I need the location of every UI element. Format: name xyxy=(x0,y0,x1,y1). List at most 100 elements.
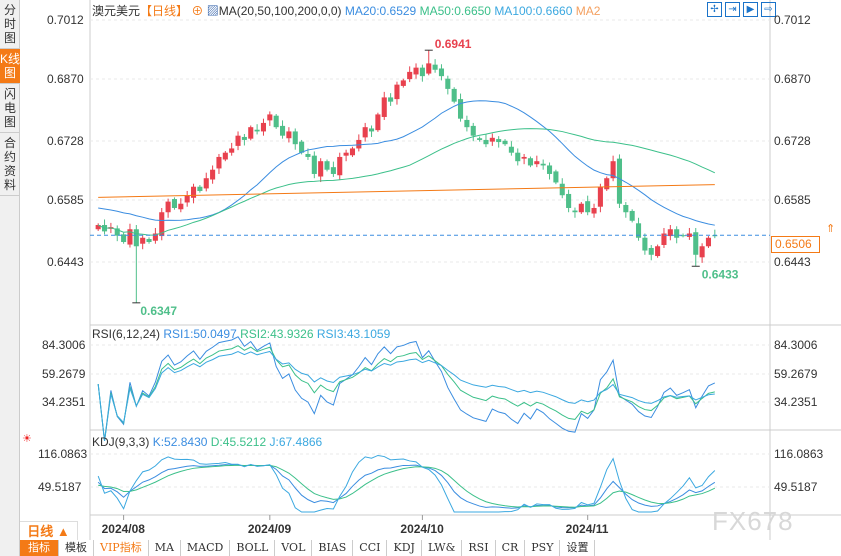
indicator-tab-7[interactable]: BIAS xyxy=(312,540,354,556)
candle-body xyxy=(337,156,343,176)
ma100-value: MA100:0.6660 xyxy=(494,4,573,18)
candle-body xyxy=(623,205,629,213)
indicator-tab-8[interactable]: CCI xyxy=(353,540,388,556)
ma2-value: MA2 xyxy=(575,4,601,18)
kdj-axis-right: 116.0863 xyxy=(774,447,824,461)
crosshair-icon[interactable]: ✢ xyxy=(707,2,722,17)
candle-body xyxy=(629,210,635,221)
candle-body xyxy=(578,203,584,213)
candle-body xyxy=(648,247,654,255)
candle-body xyxy=(121,234,127,243)
period-selector[interactable]: 日线 ▲ xyxy=(20,521,78,540)
price-axis-right: 0.6870 xyxy=(774,72,811,86)
candle-body xyxy=(445,78,451,89)
candle-body xyxy=(318,161,324,177)
ma50-line xyxy=(97,128,716,236)
candle-body xyxy=(362,127,368,138)
rsi3-line xyxy=(97,350,715,442)
price-up-arrow-icon: ⇑ xyxy=(826,223,835,235)
candle-body xyxy=(667,229,673,237)
sidebar-tab-2[interactable]: 闪电图 xyxy=(0,84,20,133)
kdj-j-line xyxy=(97,454,716,513)
indicator-tab-14[interactable]: 设置 xyxy=(560,540,596,556)
zoom-in-icon[interactable]: ⇥ xyxy=(725,2,740,17)
candle-body xyxy=(515,152,521,162)
sidebar-tab-3[interactable]: 合约资料 xyxy=(0,133,20,196)
indicator-tab-9[interactable]: KDJ xyxy=(387,540,422,556)
indicator-tabs: 指标 模板 VIP指标 MA MACD BOLL VOL BIAS CCI KDJ LW& RSI CR… xyxy=(20,540,596,556)
current-price-label: 0.6506 xyxy=(771,236,820,253)
indicator-tab-13[interactable]: PSY xyxy=(525,540,561,556)
candle-body xyxy=(502,140,508,145)
indicator-tab-4[interactable]: MACD xyxy=(180,540,231,556)
candle-body xyxy=(591,207,597,214)
symbol-name: 澳元美元 xyxy=(92,4,141,18)
indicator-tab-6[interactable]: VOL xyxy=(275,540,313,556)
rsi-axis-right: 34.2351 xyxy=(774,395,818,409)
indicator-chart-icon[interactable]: ▨ xyxy=(206,4,219,18)
candle-body xyxy=(178,203,184,210)
candle-body xyxy=(407,71,413,80)
ma20-line xyxy=(98,100,715,226)
ma-label: MA(20,50,100,200,0,0) xyxy=(218,4,342,18)
add-icon[interactable]: ⊕ xyxy=(191,4,204,18)
candle-body xyxy=(375,114,381,131)
play-icon[interactable]: ▶ xyxy=(743,2,758,17)
candle-body xyxy=(210,169,216,180)
price-axis-left: 0.7012 xyxy=(47,13,84,27)
chart-legend: 澳元美元【日线】 ⊕ ▨MA(20,50,100,200,0,0) MA20:0… xyxy=(92,2,600,19)
kdj-legend: KDJ(9,3,3) K:52.8430 D:45.5212 J:67.4866 xyxy=(92,435,322,449)
candle-body xyxy=(394,84,400,100)
goto-end-icon[interactable]: ⇨ xyxy=(761,2,776,17)
kdj-d-value: D:45.5212 xyxy=(210,435,267,449)
candle-body xyxy=(267,114,273,121)
date-label: 2024/08 xyxy=(101,522,145,536)
rsi2-value: RSI2:43.9326 xyxy=(240,327,314,341)
candle-body xyxy=(546,165,553,174)
candle-body xyxy=(235,135,241,146)
indicator-tab-1[interactable]: 模板 xyxy=(59,540,94,556)
candle-body xyxy=(540,163,546,166)
candle-body xyxy=(286,131,292,139)
candle-body xyxy=(572,210,578,213)
candle-body xyxy=(388,97,394,102)
settings-sun-icon[interactable]: ☀ xyxy=(22,433,32,445)
sidebar-tab-0[interactable]: 分时图 xyxy=(0,0,20,49)
candle-body xyxy=(483,139,489,145)
rsi1-line xyxy=(97,336,716,442)
indicator-tab-11[interactable]: RSI xyxy=(462,540,496,556)
date-label: 2024/11 xyxy=(565,522,609,536)
rsi-axis-left: 34.2351 xyxy=(42,395,86,409)
indicator-tab-2[interactable]: VIP指标 xyxy=(94,540,149,556)
ma20-value: MA20:0.6529 xyxy=(344,4,417,18)
sidebar-tab-1[interactable]: K线图 xyxy=(0,49,20,84)
candle-body xyxy=(426,63,432,74)
candle-body xyxy=(642,237,648,251)
kdj-j-value: J:67.4866 xyxy=(269,435,323,449)
candle-body xyxy=(311,155,317,174)
indicator-tab-3[interactable]: MA xyxy=(148,540,181,556)
candle-body xyxy=(559,183,565,196)
chart-canvas[interactable]: ⇑ 0.6347 0.6941 0.6433 xyxy=(20,0,841,540)
indicator-tab-12[interactable]: CR xyxy=(495,540,526,556)
price-axis-right: 0.6443 xyxy=(774,255,811,269)
candle-body xyxy=(197,186,203,191)
kdj-d-line xyxy=(98,464,716,508)
candle-body xyxy=(604,178,610,190)
candle-body xyxy=(279,125,286,136)
indicator-tab-5[interactable]: BOLL xyxy=(230,540,276,556)
candle-body xyxy=(635,223,642,238)
candle-body xyxy=(95,224,101,230)
candle-body xyxy=(508,146,514,153)
candle-body xyxy=(241,136,247,140)
candle-body xyxy=(521,156,527,159)
high-annotation: 0.6941 xyxy=(435,37,472,51)
indicator-tab-10[interactable]: LW& xyxy=(421,540,463,556)
price-axis-right: 0.6585 xyxy=(774,193,811,207)
candle-body xyxy=(597,186,603,207)
kdj-k-value: K:52.8430 xyxy=(152,435,208,449)
indicator-tab-0[interactable]: 指标 xyxy=(20,540,59,556)
candle-body xyxy=(496,139,502,143)
candle-body xyxy=(146,239,152,243)
candle-body xyxy=(305,153,311,157)
